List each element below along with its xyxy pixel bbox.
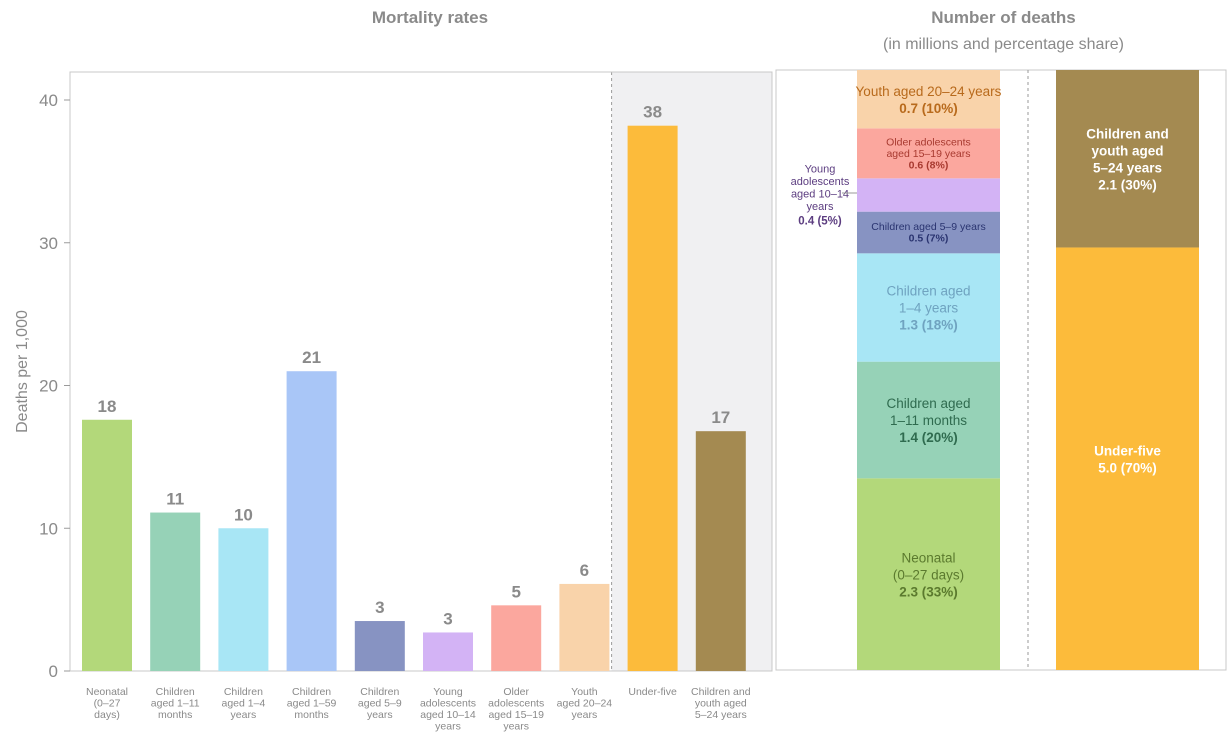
x-category-label: Children aged 1–11 months	[151, 686, 200, 721]
segment-value-label: 2.1 (30%)	[1098, 177, 1157, 192]
segment-label: Children aged 5–9 years	[871, 221, 985, 233]
segment-label: Neonatal (0–27 days)	[893, 550, 964, 582]
stack-segment	[857, 361, 1000, 479]
x-category-label: Neonatal (0–27 days)	[86, 686, 128, 721]
bar	[286, 371, 337, 671]
bar-value-label: 21	[302, 348, 321, 367]
segment-label: Older adolescents aged 15–19 years	[886, 136, 971, 160]
x-category-label: Young adolescents aged 10–14 years	[420, 686, 476, 733]
right-chart-subtitle: (in millions and percentage share)	[882, 36, 1124, 53]
bar	[627, 125, 678, 671]
bar	[82, 419, 132, 671]
segment-label: Young adolescents aged 10–14 years	[791, 164, 850, 214]
segment-value-label: 0.5 (7%)	[909, 233, 949, 245]
bar-value-label: 3	[443, 609, 452, 628]
segment-value-label: 0.7 (10%)	[899, 101, 958, 116]
stack-segment	[857, 478, 1000, 670]
bar-value-label: 38	[643, 103, 662, 122]
segment-label: Children aged 1–11 months	[886, 396, 970, 428]
left-chart-title: Mortality rates	[371, 8, 489, 27]
segment-value-label: 0.4 (5%)	[798, 216, 842, 228]
segment-label: Under-five	[1094, 443, 1161, 458]
segment-value-label: 1.4 (20%)	[899, 430, 958, 445]
x-category-label: Children and youth aged 5–24 years	[691, 686, 751, 721]
bar	[150, 512, 201, 671]
segment-label: Youth aged 20–24 years	[856, 84, 1002, 99]
right-chart-title: Number of deaths	[931, 8, 1076, 27]
mortality-rates-chart: 0 10 20 30 40 Deaths per 1,000 18 Neonatal (0–27…	[14, 71, 773, 733]
stack-segment	[1056, 247, 1199, 670]
x-category-label: Older adolescents aged 15–19 years	[488, 686, 544, 733]
bar	[354, 621, 405, 671]
stack-segment	[857, 211, 1000, 254]
bar-value-label: 6	[580, 561, 589, 580]
segment-label: Children and youth aged 5–24 years	[1086, 126, 1169, 175]
bar	[491, 605, 542, 671]
y-tick-label: 10	[39, 519, 58, 538]
bar	[695, 431, 746, 671]
bar-value-label: 18	[98, 397, 117, 416]
stack-segment	[857, 253, 1000, 362]
segment-value-label: 2.3 (33%)	[899, 584, 958, 599]
bar	[423, 632, 473, 671]
y-tick-label: 20	[39, 377, 58, 396]
x-category-label: Children aged 5–9 years	[358, 686, 402, 721]
stack-segment	[1056, 70, 1199, 248]
bar	[559, 583, 610, 671]
bar-value-label: 3	[375, 598, 384, 617]
y-tick-label: 0	[49, 662, 58, 681]
segment-label: Children aged 1–4 years	[886, 284, 970, 316]
x-category-label: Under-five	[628, 686, 677, 698]
x-category-label: Youth aged 20–24 years	[557, 686, 613, 721]
y-tick-label: 40	[39, 91, 58, 110]
segment-value-label: 1.3 (18%)	[899, 318, 958, 333]
bar-value-label: 11	[166, 490, 184, 509]
y-axis-label: Deaths per 1,000	[14, 310, 31, 433]
bar-value-label: 5	[511, 582, 520, 601]
x-category-label: Children aged 1–59 months	[287, 686, 337, 721]
stack-segment	[857, 128, 1000, 179]
y-tick-label: 30	[39, 234, 58, 253]
right-frame	[775, 69, 1227, 671]
bar	[218, 528, 269, 671]
stack-segment	[857, 178, 1000, 212]
plot-frame	[69, 71, 773, 672]
segment-value-label: 0.6 (8%)	[909, 159, 949, 171]
x-category-label: Children aged 1–4 years	[222, 686, 266, 721]
bar-value-label: 17	[711, 408, 730, 427]
bar-value-label: 10	[234, 505, 253, 524]
segment-value-label: 5.0 (70%)	[1098, 460, 1157, 475]
stack-segment	[857, 70, 1000, 129]
number-of-deaths-chart: Neonatal (0–27 days) 2.3 (33%) Children age…	[775, 69, 1227, 671]
